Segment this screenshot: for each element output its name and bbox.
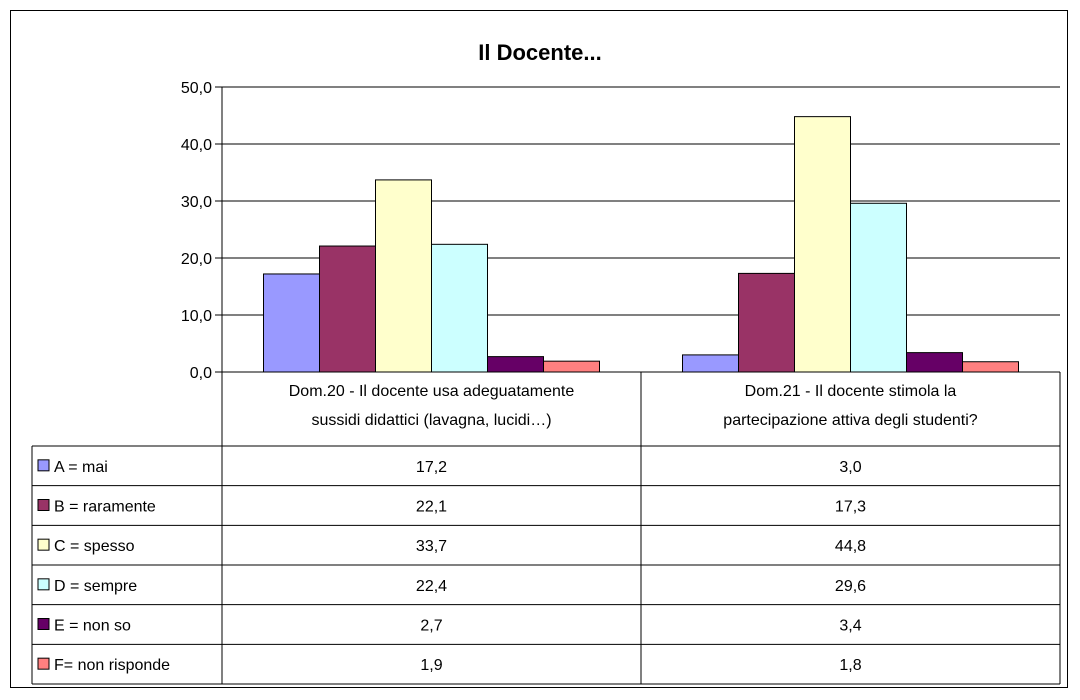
category-label: partecipazione attiva degli studenti? bbox=[723, 412, 977, 429]
y-tick-labels: 0,0 10,0 20,0 30,0 40,0 50,0 bbox=[181, 80, 212, 382]
category-label: Dom.20 - Il docente usa adeguatamente bbox=[289, 383, 575, 400]
data-label: 3,0 bbox=[839, 459, 861, 476]
data-label: 29,6 bbox=[835, 578, 866, 595]
category-label: sussidi didattici (lavagna, lucidi…) bbox=[311, 412, 551, 429]
data-label: 17,2 bbox=[416, 459, 447, 476]
y-tick-label: 40,0 bbox=[181, 137, 212, 154]
y-tick-label: 10,0 bbox=[181, 308, 212, 325]
bar bbox=[487, 356, 544, 373]
data-label: 17,3 bbox=[835, 499, 866, 516]
y-tick-label: 30,0 bbox=[181, 194, 212, 211]
data-label: 1,9 bbox=[420, 657, 442, 674]
category-label: Dom.21 - Il docente stimola la bbox=[745, 383, 957, 400]
data-label: 22,1 bbox=[416, 499, 447, 516]
chart-title: Il Docente... bbox=[478, 40, 602, 65]
y-tick-label: 20,0 bbox=[181, 251, 212, 268]
bar bbox=[543, 360, 600, 373]
bars bbox=[263, 116, 1019, 373]
legend-key bbox=[37, 578, 50, 591]
legend-entry: F= non risponde bbox=[54, 657, 170, 674]
data-label: 33,7 bbox=[416, 538, 447, 555]
legend-key bbox=[37, 538, 50, 551]
legend-key bbox=[37, 459, 50, 472]
data-label: 44,8 bbox=[835, 538, 866, 555]
data-label: 3,4 bbox=[839, 618, 861, 635]
bar bbox=[263, 273, 320, 373]
legend-key bbox=[37, 618, 50, 630]
bar bbox=[682, 354, 739, 373]
legend-key bbox=[37, 657, 50, 670]
legend-entry: E = non so bbox=[54, 618, 131, 635]
bar bbox=[738, 272, 795, 373]
bar bbox=[794, 116, 851, 373]
legend-entry: A = mai bbox=[54, 459, 108, 476]
bar bbox=[375, 179, 432, 373]
data-label: 22,4 bbox=[416, 578, 447, 595]
bar bbox=[906, 352, 963, 373]
legend-entry: B = raramente bbox=[54, 499, 156, 516]
y-tick-label: 0,0 bbox=[190, 365, 212, 382]
data-table: Dom.20 - Il docente usa adeguatamente sus… bbox=[31, 372, 1061, 685]
y-tick-label: 50,0 bbox=[181, 80, 212, 97]
legend-key bbox=[37, 499, 50, 511]
data-label: 2,7 bbox=[420, 618, 442, 635]
bar bbox=[431, 243, 488, 373]
bar bbox=[962, 361, 1019, 373]
data-label: 1,8 bbox=[839, 657, 861, 674]
legend-entry: D = sempre bbox=[54, 578, 137, 595]
legend-entry: C = spesso bbox=[54, 538, 135, 555]
bar bbox=[850, 202, 907, 373]
bar bbox=[319, 245, 376, 373]
